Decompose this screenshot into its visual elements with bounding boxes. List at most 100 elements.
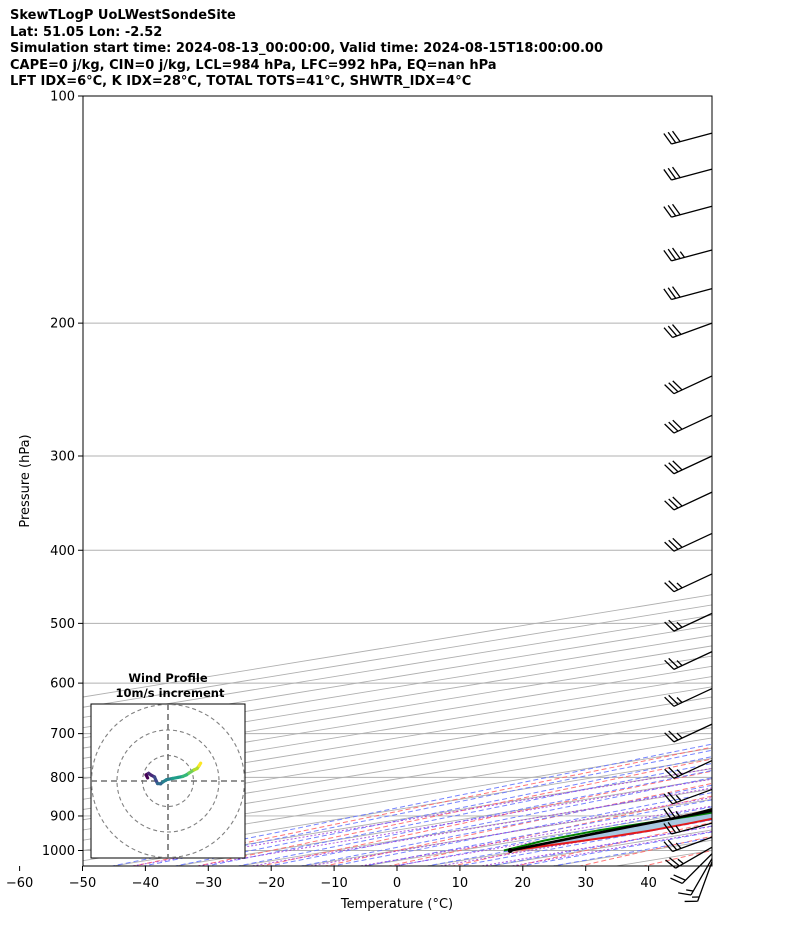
wind-barb-flag: [668, 657, 679, 668]
wind-barb-flag: [667, 839, 678, 851]
wind-barb: [663, 807, 713, 821]
wind-barb-flag: [667, 167, 677, 180]
wind-barb-flag: [667, 205, 677, 217]
y-tick-label: 100: [50, 90, 75, 105]
wind-barb-staff: [697, 861, 713, 902]
wind-barb-half-flag: [676, 769, 683, 775]
x-tick-label: −50: [69, 876, 96, 891]
wind-barb-staff: [671, 205, 713, 218]
moist-adiabat-line: [487, 825, 712, 866]
wind-barb-staff: [673, 375, 713, 395]
wind-barb-flag: [668, 382, 679, 393]
wind-barb-half-flag: [677, 858, 684, 865]
parcel-start-marker: [507, 848, 513, 853]
wind-barb: [664, 532, 713, 552]
wind-barb-flag: [673, 874, 686, 881]
header-stability-indices: LFT IDX=6°C, K IDX=28°C, TOTAL TOTS=41°C…: [10, 74, 472, 89]
wind-barb: [670, 853, 713, 885]
header-station-title: SkewTLogP UoLWestSondeSite: [10, 8, 236, 23]
wind-barb: [664, 687, 713, 707]
isotherm-line: [83, 696, 712, 800]
header-cape-summary: CAPE=0 j/kg, CIN=0 j/kg, LCL=984 hPa, LF…: [10, 57, 497, 73]
y-tick-label: 400: [50, 544, 75, 559]
wind-barb-staff: [673, 723, 713, 743]
wind-barb-staff: [690, 858, 713, 896]
wind-barb-flag: [678, 892, 692, 896]
x-tick-label: 10: [452, 876, 469, 891]
wind-barb-half-flag: [686, 889, 694, 892]
wind-barb-flag: [671, 166, 681, 179]
wind-barb: [664, 455, 713, 475]
inset-title: Wind Profile: [128, 671, 208, 685]
wind-barb-flag: [663, 841, 674, 852]
inset-subtitle: 10m/s increment: [116, 686, 225, 700]
wind-barb-flag: [663, 133, 672, 145]
moist-adiabat-line: [109, 743, 712, 866]
wind-barb-flag: [668, 580, 679, 591]
isotherm-line: [613, 849, 712, 866]
wind-barb: [663, 788, 713, 805]
wind-barb: [664, 723, 713, 743]
profile-series: [503, 809, 712, 853]
wind-barb-staff: [672, 322, 713, 339]
x-tick-label: −10: [320, 876, 347, 891]
dry-adiabat-line: [514, 821, 712, 866]
mixing-ratio-line: [436, 818, 712, 866]
wind-barb-staff: [673, 414, 713, 434]
mixing-ratio-line: [356, 805, 712, 866]
wind-barb-flag: [667, 807, 677, 819]
wind-barb-flag: [664, 621, 675, 632]
wind-barb: [678, 858, 713, 896]
x-tick-label: −30: [195, 876, 222, 891]
dry-adiabat-line: [322, 782, 712, 866]
x-tick-label: −20: [257, 876, 284, 891]
wind-barb-flag: [670, 877, 683, 885]
x-tick-label: −40: [132, 876, 159, 891]
isotherm-line: [83, 706, 712, 810]
wind-barb-half-flag: [676, 697, 683, 703]
wind-barb-half-flag: [675, 825, 681, 833]
wind-barb-flag: [667, 792, 678, 803]
y-axis-label: Pressure (hPa): [18, 434, 33, 527]
wind-barb-flag: [664, 464, 675, 475]
hodograph-segment: [197, 761, 203, 768]
wind-barb-flag: [668, 462, 679, 473]
wind-barb: [664, 759, 713, 779]
wind-barb-flag: [663, 793, 674, 805]
wind-barb: [663, 203, 713, 218]
wind-barb: [664, 573, 713, 593]
wind-barb-flag: [663, 823, 672, 835]
wind-barb-staff: [671, 807, 713, 821]
wind-barb-staff: [673, 651, 713, 670]
y-tick-label: 500: [50, 617, 75, 632]
wind-barb-flag: [664, 732, 675, 743]
moist-adiabat-line: [392, 806, 712, 866]
wind-barb-half-flag: [679, 251, 685, 258]
y-tick-label: 300: [50, 449, 75, 464]
wind-barb: [663, 166, 713, 181]
isotherm-line: [83, 665, 712, 770]
wind-barb-flag: [664, 768, 675, 779]
wind-barb-flag: [663, 249, 672, 262]
wind-barb: [664, 414, 713, 434]
wind-barb-staff: [671, 287, 713, 301]
wind-barb-staff: [673, 573, 713, 593]
wind-barb-staff: [672, 788, 713, 805]
y-tick-label: 700: [50, 727, 75, 742]
wind-barb: [684, 861, 713, 903]
wind-barb-flag: [667, 248, 677, 261]
wind-barb-staff: [671, 132, 713, 145]
wind-barb-flag: [663, 327, 674, 338]
dry-adiabat-line: [131, 746, 712, 866]
wind-barb-flag: [669, 857, 680, 867]
y-tick-label: 900: [50, 809, 75, 824]
wind-barb-half-flag: [675, 810, 681, 818]
isotherm-line: [83, 676, 712, 780]
wind-barb: [663, 130, 713, 145]
mixing-ratio-line: [128, 767, 712, 866]
dewpoint-line: [503, 811, 712, 852]
wind-barb-flag: [667, 131, 677, 144]
wind-barb-staff: [673, 491, 713, 511]
wind-barb-half-flag: [675, 842, 682, 849]
